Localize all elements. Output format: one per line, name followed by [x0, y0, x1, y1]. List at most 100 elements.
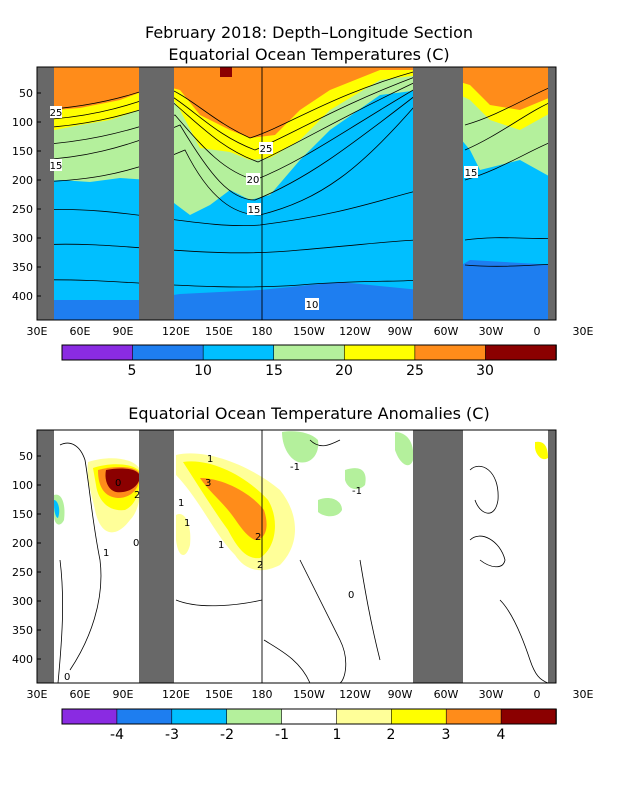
colorbar-label: 25: [406, 363, 424, 379]
x-tick-label: 30W: [479, 325, 504, 338]
contour-label: 2: [134, 490, 140, 501]
contour-label: 2: [257, 560, 263, 571]
colorbar-swatch: [391, 708, 448, 725]
x-tick-label: 0: [534, 688, 541, 701]
y-tick-label: 300: [12, 595, 33, 608]
contour-label: 20: [247, 175, 260, 186]
colorbar-swatch: [226, 708, 283, 725]
anomaly-y-axis: 50 100 150 200 250 300 350 400: [12, 450, 41, 666]
land-americas: [413, 430, 463, 683]
x-tick-label: 30W: [479, 688, 504, 701]
contour-label: 3: [205, 478, 211, 489]
y-tick-label: 250: [12, 203, 33, 216]
y-tick-label: 50: [19, 87, 33, 100]
colorbar-label: 5: [128, 363, 137, 379]
contour-label: 15: [248, 205, 261, 216]
temperature-colorbar: 5 10 15 20 25 30: [61, 344, 557, 379]
x-tick-label: 30E: [27, 325, 48, 338]
y-tick-label: 400: [12, 290, 33, 303]
contour-label: 0: [64, 672, 70, 683]
colorbar-label: 4: [497, 727, 506, 743]
anomaly-region-1-2: [176, 514, 191, 556]
contour-label: -1: [352, 486, 362, 497]
chart-title-line2: Equatorial Ocean Temperatures (C): [168, 45, 449, 64]
land-africa: [37, 67, 54, 320]
x-tick-label: 60W: [434, 688, 459, 701]
colorbar-swatch: [445, 708, 502, 725]
colorbar-frame: [61, 344, 557, 361]
land-masks: [37, 67, 556, 320]
y-tick-label: 200: [12, 174, 33, 187]
x-tick-label: 150E: [205, 688, 233, 701]
contour-label: 1: [218, 540, 224, 551]
colorbar-swatch: [414, 344, 487, 361]
colorbar-label: -2: [220, 727, 234, 743]
x-tick-label: 30E: [27, 688, 48, 701]
anomaly-colorbar: -4 -3 -2 -1 1 2 3 4: [61, 708, 557, 743]
x-tick-label: 30E: [573, 688, 594, 701]
contour-label: 1: [184, 518, 190, 529]
y-tick-label: 150: [12, 145, 33, 158]
contour-label: 10: [306, 300, 319, 311]
contour-label: 1: [103, 548, 109, 559]
colorbar-label: 1: [333, 727, 342, 743]
anomaly-region-neg1: [395, 432, 414, 466]
x-tick-label: 120E: [162, 325, 190, 338]
y-tick-label: 300: [12, 232, 33, 245]
colorbar-swatch: [202, 344, 275, 361]
x-tick-label: 0: [534, 325, 541, 338]
contour-label: 0: [133, 538, 139, 549]
contour-label: 15: [50, 161, 63, 172]
x-tick-label: 60W: [434, 325, 459, 338]
y-tick-label: 400: [12, 653, 33, 666]
anomaly-region-neg1: [282, 431, 319, 463]
anomaly-region-2-3: [535, 441, 548, 460]
temperature-y-axis: 50 100 150 200 250 300 350 400: [12, 87, 41, 303]
contour-label: 1: [207, 454, 213, 465]
colorbar-swatch: [273, 344, 346, 361]
colorbar-swatch: [61, 344, 134, 361]
anomaly-plot-area: 2 1 0 1 3 1 2 1 2 1 -1 -1 0 0 0: [37, 430, 556, 683]
colorbar-label: 15: [265, 363, 283, 379]
colorbar-swatch: [485, 344, 557, 361]
x-tick-label: 120E: [162, 688, 190, 701]
y-tick-label: 350: [12, 624, 33, 637]
x-tick-label: 90E: [113, 325, 134, 338]
anomaly-region-neg1: [345, 468, 366, 490]
y-tick-label: 350: [12, 261, 33, 274]
land-indonesia: [139, 67, 174, 320]
colorbar-swatch: [61, 708, 118, 725]
contour-label: 25: [50, 108, 63, 119]
x-tick-label: 90W: [388, 688, 413, 701]
x-tick-label: 90E: [113, 688, 134, 701]
colorbar-label: 2: [387, 727, 396, 743]
colorbar-swatches: [61, 344, 557, 361]
anomaly-region-3-4: [200, 478, 267, 540]
x-tick-label: 150W: [293, 688, 325, 701]
contour-label: -1: [290, 462, 300, 473]
land-africa: [37, 430, 54, 683]
anomaly-region-neg1: [318, 498, 342, 517]
x-tick-label: 180: [252, 688, 273, 701]
colorbar-label: -1: [275, 727, 289, 743]
contour-label: 0: [348, 590, 354, 601]
contour-label: 0: [115, 478, 121, 489]
anomaly-x-axis: 30E 60E 90E 120E 150E 180 150W 120W 90W …: [27, 688, 594, 701]
x-tick-label: 30E: [573, 325, 594, 338]
colorbar-swatch: [132, 344, 204, 361]
anomaly-chart-title: Equatorial Ocean Temperature Anomalies (…: [128, 404, 489, 423]
anomaly-region-4-plus: [105, 468, 140, 493]
contour-label: 2: [255, 532, 261, 543]
colorbar-swatch: [171, 708, 228, 725]
temperature-x-axis: 30E 60E 90E 120E 150E 180 150W 120W 90W …: [27, 325, 594, 338]
colorbar-swatch: [336, 708, 393, 725]
y-tick-label: 100: [12, 116, 33, 129]
x-tick-label: 150E: [205, 325, 233, 338]
anomaly-plot-frame: [36, 429, 557, 684]
x-tick-label: 60E: [70, 688, 91, 701]
colorbar-swatch: [343, 344, 416, 361]
colorbar-swatches: [61, 708, 557, 725]
x-tick-label: 90W: [388, 325, 413, 338]
land-indonesia: [139, 430, 174, 683]
